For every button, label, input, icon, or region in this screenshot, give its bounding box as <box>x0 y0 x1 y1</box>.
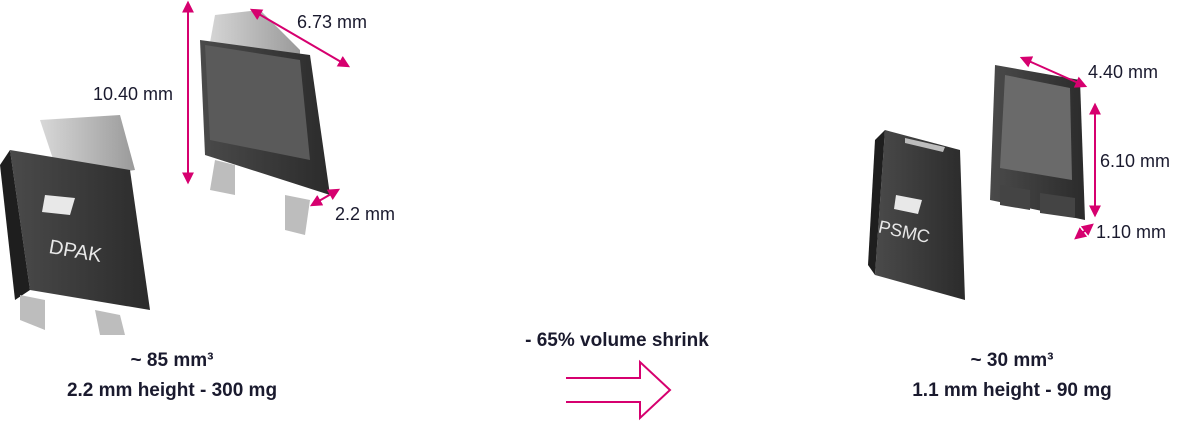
volume-label: ~ 30 mm³ <box>971 350 1054 371</box>
dimension-label: 10.40 mm <box>93 84 173 104</box>
diagram: DPAK 6.73 mm 10.40 mm 2.2 mm ~ 85 mm³ 2.… <box>0 0 1187 425</box>
dimension-label: 1.10 mm <box>1096 222 1166 242</box>
dimension-label: 6.73 mm <box>297 12 367 32</box>
transition-label: - 65% volume shrink <box>525 330 709 351</box>
dimension-label: 4.40 mm <box>1088 62 1158 82</box>
psmc-back <box>990 65 1085 220</box>
dimension-label: 6.10 mm <box>1100 151 1170 171</box>
dimension-label: 2.2 mm <box>335 204 395 224</box>
psmc-front: PSMC <box>868 130 965 300</box>
dimension-line <box>1076 225 1092 238</box>
volume-label: ~ 85 mm³ <box>131 350 214 371</box>
specs-label: 1.1 mm height - 90 mg <box>912 380 1112 401</box>
dpak-front: DPAK <box>0 115 150 335</box>
specs-label: 2.2 mm height - 300 mg <box>67 380 277 401</box>
arrow <box>566 362 670 418</box>
